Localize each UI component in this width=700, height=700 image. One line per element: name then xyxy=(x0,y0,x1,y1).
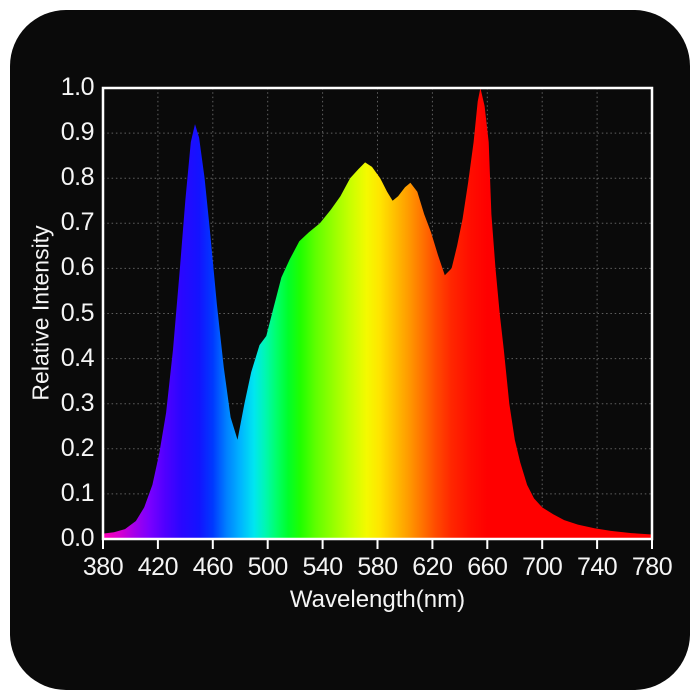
y-tick-label: 0.0 xyxy=(60,523,95,552)
x-tick-label: 380 xyxy=(82,553,124,581)
y-tick-label: 0.9 xyxy=(60,118,95,147)
y-tick-label: 0.2 xyxy=(60,433,95,462)
x-tick-label: 620 xyxy=(412,553,453,581)
spectrum-area xyxy=(103,88,652,539)
y-axis-title: Relative Intensity xyxy=(27,225,54,401)
y-tick-label: 0.4 xyxy=(60,343,95,372)
y-tick-label: 0.1 xyxy=(60,478,95,507)
x-axis-ticks xyxy=(102,540,653,549)
x-tick-label: 740 xyxy=(576,553,618,581)
x-axis-title: Wavelength(nm) xyxy=(289,586,466,613)
x-tick-label: 580 xyxy=(357,553,398,581)
x-tick-label: 500 xyxy=(247,553,289,581)
y-tick-label: 0.6 xyxy=(60,253,95,282)
y-tick-label: 0.8 xyxy=(60,163,95,192)
x-tick-label: 540 xyxy=(302,553,343,581)
x-tick-label: 660 xyxy=(467,553,508,581)
y-tick-label: 1.0 xyxy=(60,72,95,101)
y-tick-label: 0.3 xyxy=(60,388,95,417)
plot-border xyxy=(101,86,654,541)
y-tick-label: 0.7 xyxy=(60,208,95,237)
y-tick-label: 0.5 xyxy=(60,298,95,327)
x-tick-label: 780 xyxy=(631,553,673,581)
x-tick-label: 460 xyxy=(192,553,234,581)
x-tick-label: 700 xyxy=(522,553,563,581)
x-tick-label: 420 xyxy=(137,553,179,581)
